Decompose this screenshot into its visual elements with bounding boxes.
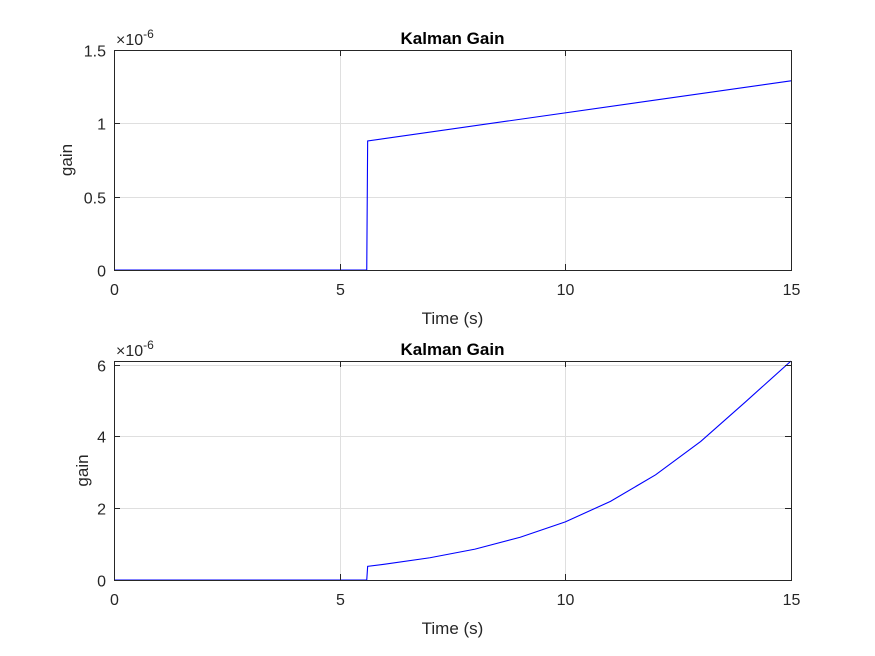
y-tick-label: 0.5 [84, 191, 106, 208]
y-tick-label: 2 [97, 502, 106, 519]
x-tick-label: 0 [110, 282, 119, 299]
chart-title: Kalman Gain [401, 340, 505, 359]
plot-area [114, 50, 791, 270]
y-tick-label: 4 [97, 430, 106, 447]
y-tick-label: 6 [97, 359, 106, 376]
chart-title: Kalman Gain [401, 29, 505, 48]
y-exponent-label: ×10-6 [116, 338, 154, 360]
x-tick-label: 15 [783, 592, 801, 609]
x-tick-label: 15 [783, 282, 801, 299]
subplot-1: 0 5 10 15 0 0.5 1 1.5 ×10-6 Kalman Gain Time (s) ga… [57, 27, 801, 328]
axes-box [114, 50, 792, 271]
x-tick-label: 5 [336, 592, 345, 609]
y-tick-label: 0 [97, 574, 106, 591]
y-exponent-label: ×10-6 [116, 27, 154, 49]
x-tick-label: 5 [336, 282, 345, 299]
plot-area [114, 361, 791, 580]
y-tick-label: 0 [97, 264, 106, 281]
series-line [114, 360, 792, 581]
x-axis-label: Time (s) [422, 619, 484, 638]
x-tick-label: 10 [557, 592, 575, 609]
x-tick-label: 0 [110, 592, 119, 609]
y-tick-label: 1 [97, 117, 106, 134]
x-axis-label: Time (s) [422, 309, 484, 328]
axes-box [114, 361, 792, 581]
y-tick-label: 1.5 [84, 44, 106, 61]
y-axis-label: gain [73, 454, 92, 486]
subplot-2: 0 5 10 15 0 2 4 6 ×10-6 Kalman Gain Time (s) gain [73, 338, 801, 638]
y-axis-label: gain [57, 144, 76, 176]
x-tick-label: 10 [557, 282, 575, 299]
